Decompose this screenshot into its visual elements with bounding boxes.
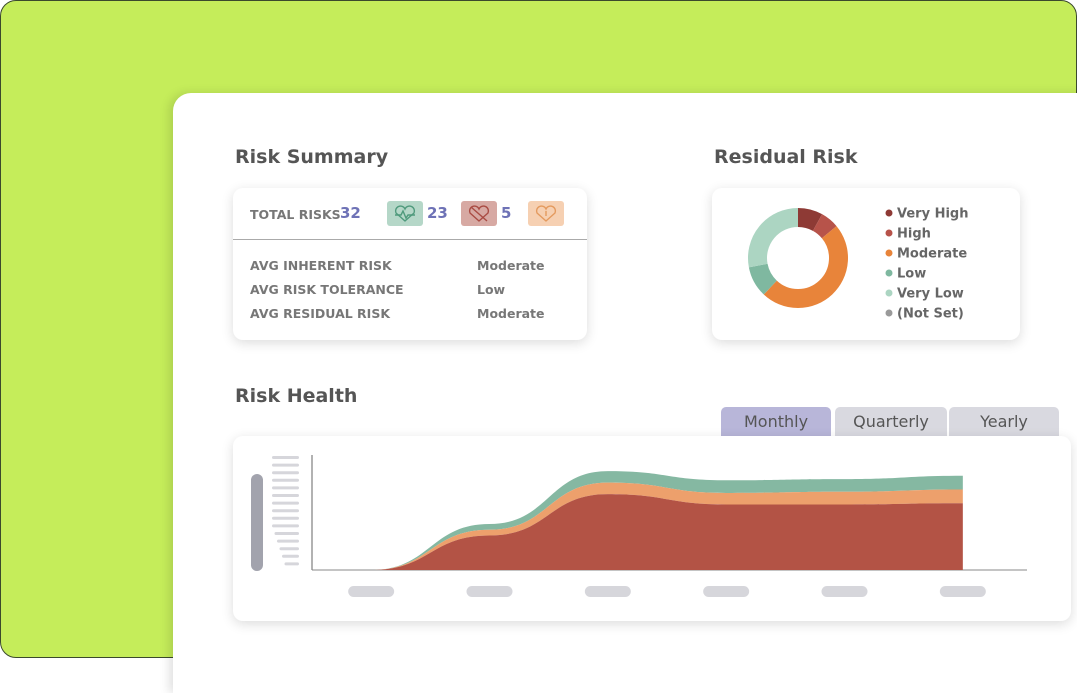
legend-label: Low [897,267,926,282]
section-title: Risk Summary [235,146,389,168]
total-label: TOTAL RISKS [250,207,341,222]
donut-segment [763,226,848,308]
tick-placeholder [274,532,299,535]
legend-dot [885,309,893,317]
tick-placeholder [272,471,299,475]
axis-placeholder [251,474,263,571]
tab[interactable]: Monthly [721,407,831,436]
legend-dot [885,209,893,217]
area [371,494,963,570]
x-label-placeholder [466,586,513,597]
unset-badge [528,201,564,226]
tick-placeholder [272,509,299,513]
x-label-placeholder [939,586,986,597]
chart-layer: Very High High Moderate Low Very Low (Not Set… [251,207,1027,597]
tick-placeholder [272,524,299,528]
tick-placeholder [272,486,299,490]
tick-placeholder [282,554,299,558]
legend-dot [885,249,893,257]
legend-label: (Not Set) [897,307,964,322]
legend-dot [885,269,893,277]
donut-segment [812,214,837,239]
section-title: Risk Health [235,385,358,407]
legend-label: Very Low [897,287,964,302]
legend-label: Moderate [897,247,967,262]
tick-placeholder [272,516,299,520]
row-label: AVG INHERENT RISK [250,258,392,273]
x-label-placeholder [348,586,395,597]
healthy-badge [387,201,423,226]
area [371,471,963,570]
unhealthy-badge [461,201,497,226]
tick-placeholder [277,539,299,543]
x-label-placeholder [584,586,631,597]
donut-segment [748,208,799,268]
tab[interactable]: Yearly [949,407,1059,436]
summary-card: TOTAL RISKS 32 23 5 AVG INHERENT RISK Mod… [233,188,587,340]
tick-placeholder [272,456,299,459]
section-title: Residual Risk [714,146,858,168]
legend-label: Very High [897,207,968,222]
tick-placeholder [272,494,299,497]
page: {"risk_summary": {"title": "Risk Summary… [0,0,1077,658]
row-value: Low [477,282,506,297]
donut-segment [797,208,823,232]
row-label: AVG RESIDUAL RISK [250,306,391,321]
x-label-placeholder [703,586,750,597]
tick-placeholder [272,501,299,505]
tick-placeholder [272,463,299,467]
row-value: Moderate [477,258,545,273]
tab[interactable]: Quarterly [835,407,947,436]
tick-placeholder [279,547,299,551]
total-value: 32 [340,204,361,222]
tick-placeholder [284,562,299,566]
unhealthy-value: 5 [501,204,512,222]
legend-dot [885,229,893,237]
donut-segment [748,263,778,295]
healthy-value: 23 [427,204,448,222]
divider [233,239,587,240]
row-label: AVG RISK TOLERANCE [250,282,404,297]
legend-dot [885,289,893,297]
tick-placeholder [272,478,299,482]
x-label-placeholder [821,586,868,597]
legend-label: High [897,227,931,242]
row-value: Moderate [477,306,545,321]
